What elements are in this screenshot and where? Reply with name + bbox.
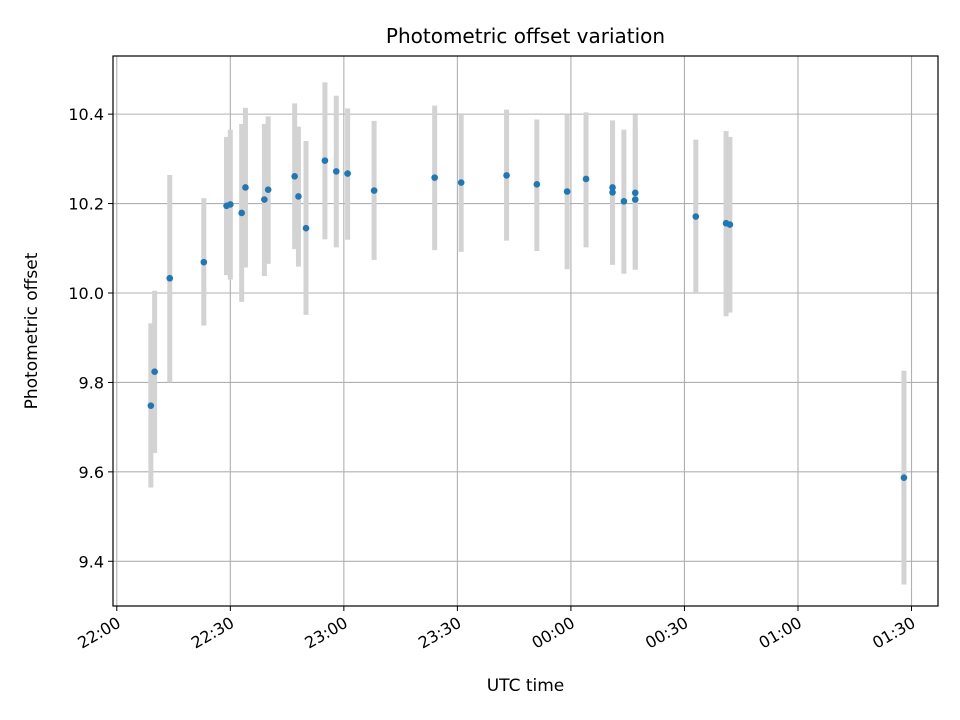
data-point — [344, 170, 351, 177]
data-point — [147, 402, 155, 409]
data-point — [631, 189, 639, 197]
chart-title: Photometric offset variation — [386, 24, 665, 48]
grid-lines — [113, 56, 938, 606]
y-axis-label: Photometric offset — [22, 252, 42, 409]
data-point — [332, 168, 340, 175]
data-point — [609, 184, 616, 191]
data-point — [457, 179, 465, 186]
y-tick-label: 10.2 — [68, 195, 104, 214]
data-point — [264, 186, 272, 193]
data-point — [582, 175, 590, 183]
y-tick-label: 9.6 — [79, 463, 104, 482]
data-point — [563, 188, 571, 195]
data-point — [321, 157, 329, 164]
data-point — [692, 213, 700, 220]
data-point — [238, 209, 245, 217]
y-tick-label: 9.4 — [79, 552, 104, 571]
data-points — [147, 157, 908, 481]
data-point — [302, 224, 310, 232]
data-point — [533, 181, 541, 188]
y-axis-ticks: 9.4 9.6 9.8 10.0 10.2 10.4 — [68, 105, 113, 571]
y-tick-label: 10.0 — [68, 284, 104, 303]
data-point — [242, 184, 249, 191]
data-point — [503, 172, 510, 179]
data-point — [620, 198, 628, 205]
data-point — [370, 187, 378, 194]
x-axis-label: UTC time — [487, 676, 565, 696]
data-point — [291, 172, 298, 180]
data-point — [227, 201, 234, 208]
plot-area-frame — [112, 55, 939, 607]
data-point — [726, 221, 734, 228]
y-tick-label: 10.4 — [68, 105, 104, 124]
data-point — [631, 196, 639, 203]
y-tick-label: 9.8 — [79, 373, 104, 392]
data-point — [609, 189, 616, 196]
data-point — [151, 368, 158, 375]
data-point — [431, 174, 438, 181]
data-point — [900, 474, 908, 481]
data-point — [200, 258, 208, 266]
data-point — [295, 193, 302, 200]
data-point — [261, 196, 268, 203]
data-point — [166, 274, 174, 282]
